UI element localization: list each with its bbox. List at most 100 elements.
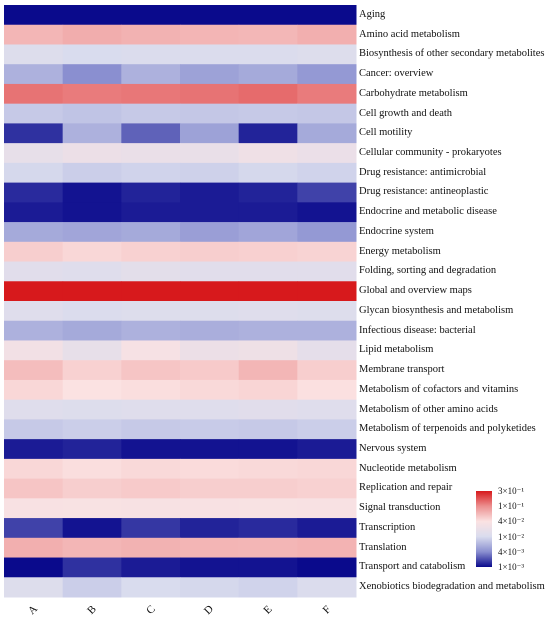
- heatmap-cell: [180, 340, 240, 361]
- heatmap-cell: [297, 340, 357, 361]
- heatmap-cell: [180, 83, 240, 105]
- heatmap-cell: [4, 24, 64, 45]
- heatmap-cell: [297, 103, 357, 124]
- heatmap-cell: [4, 5, 64, 26]
- heatmap-cell: [121, 379, 181, 401]
- heatmap-cell: [62, 261, 122, 282]
- heatmap-cell: [121, 64, 181, 85]
- row-label: Carbohydrate metabolism: [359, 87, 468, 99]
- heatmap-cell: [121, 281, 181, 302]
- heatmap-cell: [180, 360, 240, 381]
- heatmap-cell: [297, 24, 357, 45]
- heatmap-cell: [4, 419, 64, 440]
- heatmap-cell: [297, 222, 357, 243]
- heatmap-cell: [121, 162, 181, 184]
- heatmap-cell: [62, 419, 122, 440]
- heatmap-cell: [4, 478, 64, 499]
- heatmap-cell: [238, 24, 298, 45]
- heatmap-cell: [62, 222, 122, 243]
- row-label: Xenobiotics biodegradation and metabolis…: [359, 581, 545, 593]
- heatmap-cell: [238, 5, 298, 26]
- heatmap-cell: [121, 518, 181, 539]
- heatmap-cell: [238, 83, 298, 105]
- row-label: Endocrine and metabolic disease: [359, 206, 497, 218]
- row-label: Infectious disease: bacterial: [359, 324, 476, 336]
- heatmap-cell: [4, 241, 64, 263]
- heatmap-cell: [297, 241, 357, 263]
- heatmap-cell: [238, 478, 298, 499]
- heatmap-cell: [62, 64, 122, 85]
- heatmap-cell: [4, 320, 64, 341]
- heatmap-cell: [180, 399, 240, 420]
- heatmap-cell: [62, 162, 122, 184]
- heatmap-cell: [4, 439, 64, 460]
- heatmap-cell: [297, 518, 357, 539]
- heatmap-cell: [4, 340, 64, 361]
- color-legend-bar: [476, 491, 492, 567]
- color-legend-label: 3×10⁻¹: [498, 486, 525, 496]
- heatmap-cell: [180, 518, 240, 539]
- heatmap-cell: [180, 182, 240, 203]
- row-label: Signal transduction: [359, 502, 441, 514]
- row-label: Biosynthesis of other secondary metaboli…: [359, 48, 545, 60]
- heatmap-cell: [297, 478, 357, 499]
- heatmap-cell: [121, 261, 181, 282]
- heatmap-cell: [238, 281, 298, 302]
- heatmap-cell: [62, 320, 122, 341]
- heatmap-cell: [297, 5, 357, 26]
- heatmap-cell: [297, 458, 357, 480]
- row-label: Cell motility: [359, 127, 413, 139]
- heatmap-cell: [62, 498, 122, 519]
- heatmap-cell: [297, 439, 357, 460]
- heatmap-cell: [4, 202, 64, 223]
- heatmap-cell: [180, 103, 240, 124]
- heatmap-cell: [62, 44, 122, 65]
- color-legend-label: 1×10⁻³: [498, 562, 525, 572]
- heatmap-cell: [4, 399, 64, 420]
- heatmap-cell: [4, 360, 64, 381]
- heatmap-cell: [238, 360, 298, 381]
- heatmap-cell: [62, 577, 122, 598]
- heatmap-cell: [297, 557, 357, 578]
- heatmap-cell: [297, 202, 357, 223]
- heatmap-cell: [297, 379, 357, 401]
- heatmap-cell: [62, 379, 122, 401]
- heatmap-cell: [62, 83, 122, 105]
- heatmap-cell: [62, 202, 122, 223]
- heatmap-cell: [238, 518, 298, 539]
- heatmap-cell: [121, 103, 181, 124]
- row-label: Nucleotide metabolism: [359, 462, 457, 474]
- row-label: Aging: [359, 8, 386, 20]
- heatmap-cell: [180, 241, 240, 263]
- heatmap-cell: [180, 419, 240, 440]
- heatmap-cell: [4, 281, 64, 302]
- heatmap-cell: [121, 83, 181, 105]
- heatmap-cell: [238, 202, 298, 223]
- row-label: Metabolism of cofactors and vitamins: [359, 383, 519, 395]
- heatmap-cell: [121, 24, 181, 45]
- heatmap-cell: [4, 518, 64, 539]
- heatmap-cell: [180, 577, 240, 598]
- heatmap-cell: [121, 419, 181, 440]
- heatmap-cell: [121, 44, 181, 65]
- heatmap-cell: [62, 301, 122, 322]
- heatmap-cell: [180, 44, 240, 65]
- row-label: Transcription: [359, 521, 416, 533]
- heatmap-cell: [238, 44, 298, 65]
- heatmap-cell: [180, 261, 240, 282]
- heatmap-cell: [297, 301, 357, 322]
- heatmap-cell: [121, 340, 181, 361]
- row-label: Global and overview maps: [359, 285, 472, 297]
- heatmap-cell: [180, 162, 240, 184]
- heatmap-cell: [62, 241, 122, 263]
- heatmap-cell: [297, 123, 357, 144]
- heatmap-cell: [62, 557, 122, 578]
- color-legend-label: 1×10⁻¹: [498, 501, 525, 512]
- heatmap-cell: [121, 202, 181, 223]
- heatmap-cell: [238, 379, 298, 401]
- heatmap-cell: [297, 419, 357, 440]
- heatmap-cell: [62, 360, 122, 381]
- heatmap-cell: [238, 301, 298, 322]
- heatmap-cell: [238, 261, 298, 282]
